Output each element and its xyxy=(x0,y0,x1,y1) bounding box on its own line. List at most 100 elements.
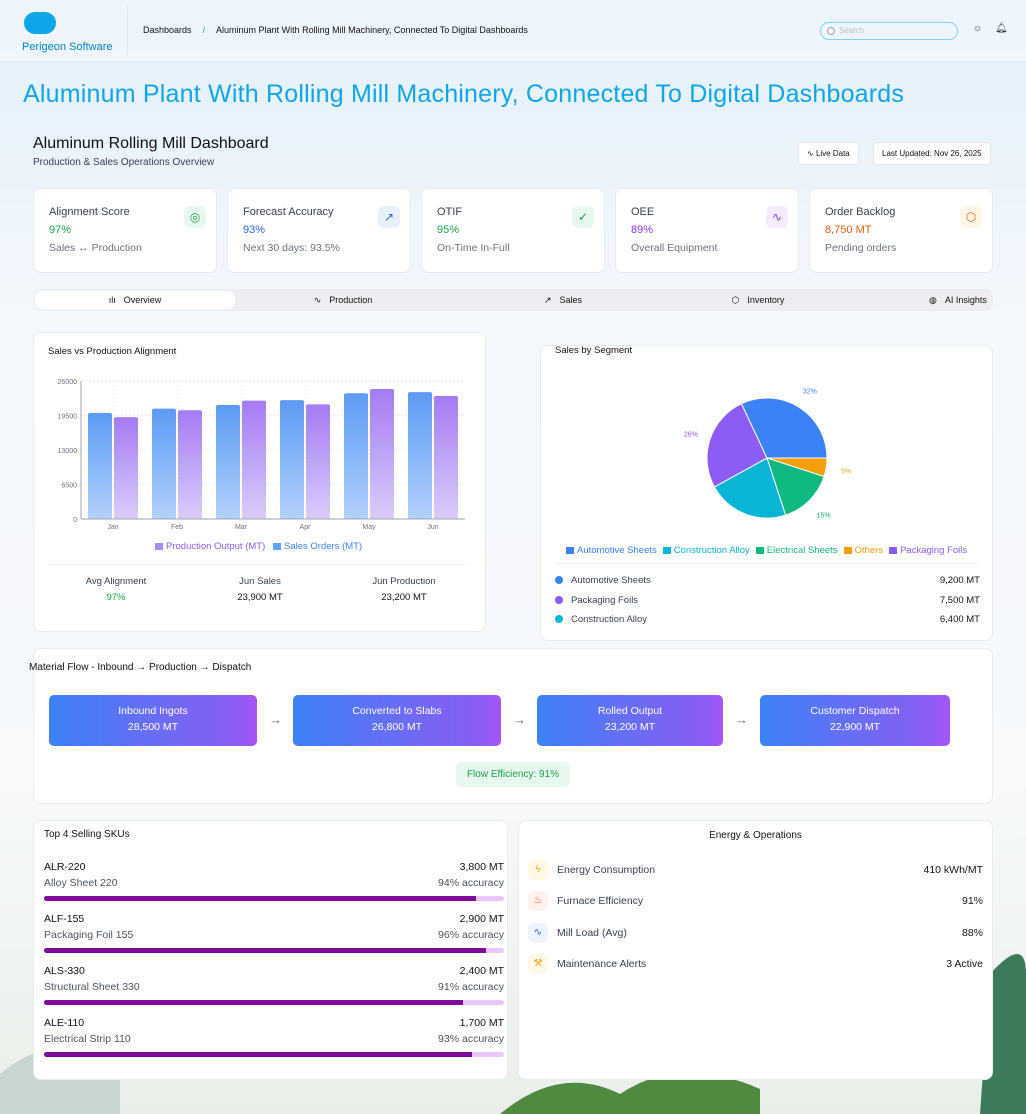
bar-sales xyxy=(152,408,176,519)
kpi-card[interactable]: Forecast Accuracy 93% Next 30 days: 93.5… xyxy=(227,188,411,273)
chart-title: Sales by Segment xyxy=(555,345,633,356)
sku-item: ALE-110 1,700 MT Electrical Strip 110 93% … xyxy=(44,1017,504,1057)
segment-value: 7,500 MT xyxy=(939,594,980,606)
skus-title: Top 4 Selling SKUs xyxy=(44,829,130,840)
pie-legend-item[interactable]: Construction Alloy xyxy=(662,545,750,556)
flow-step-label: Converted to Slabs xyxy=(352,705,442,717)
pie-legend-item[interactable]: Packaging Foils xyxy=(889,545,967,556)
segment-value: 6,400 MT xyxy=(939,614,980,625)
kpi-label: Forecast Accuracy xyxy=(243,206,334,218)
theme-toggle-icon[interactable]: ☼ xyxy=(973,23,983,34)
sku-accuracy: 93% accuracy xyxy=(438,1033,504,1045)
divider xyxy=(555,563,980,564)
breadcrumb-separator: / xyxy=(202,25,206,35)
search-placeholder: Search xyxy=(839,26,865,35)
pie-data-label: 26% xyxy=(684,431,698,438)
bar-fill xyxy=(44,948,486,953)
segment-name: Construction Alloy xyxy=(571,614,648,625)
sku-quantity: 3,800 MT xyxy=(459,861,504,873)
kpi-card[interactable]: OTIF 95% On-Time In-Full ✓ xyxy=(421,188,605,273)
kpi-subtext: Pending orders xyxy=(825,242,897,254)
tab-ai-insights[interactable]: ◍ AI Insights xyxy=(858,291,1026,309)
energy-value: 91% xyxy=(961,895,983,908)
brand-logo[interactable]: Perigeon Software xyxy=(22,8,122,53)
kpi-card[interactable]: Alignment Score 97% Sales ↔ Production ◎ xyxy=(33,188,217,273)
divider xyxy=(127,6,128,56)
kpi-card[interactable]: OEE 89% Overall Equipment ∿ xyxy=(615,188,799,273)
kpi-value: 97% xyxy=(49,224,72,236)
pie-legend-item[interactable]: Electrical Sheets xyxy=(755,545,838,556)
kpi-label: Alignment Score xyxy=(49,206,130,218)
legend-swatch xyxy=(889,546,898,554)
box-icon: ⬡ xyxy=(960,206,982,228)
flow-step-value: 22,900 MT xyxy=(829,721,881,733)
flow-step: Converted to Slabs 26,800 MT xyxy=(293,695,501,746)
stat-label: Avg Alignment xyxy=(85,576,147,587)
bar-sales xyxy=(280,400,304,519)
flow-step: Customer Dispatch 22,900 MT xyxy=(760,695,950,746)
x-tick-label: Feb xyxy=(171,524,183,531)
tab-production[interactable]: ∿ Production xyxy=(243,291,443,309)
pie-legend-item[interactable]: Automotive Sheets xyxy=(566,545,657,556)
legend-swatch xyxy=(273,542,281,550)
legend-swatch xyxy=(843,546,852,554)
pie-legend-item[interactable]: Others xyxy=(843,545,883,556)
pie-slice xyxy=(713,457,787,519)
tab-overview[interactable]: ılı Overview xyxy=(35,291,235,309)
divider xyxy=(48,564,470,565)
search-input[interactable]: Search xyxy=(820,22,958,40)
kpi-value: 95% xyxy=(437,224,460,236)
segment-name: Packaging Foils xyxy=(571,594,639,606)
trending-up-icon: ↗ xyxy=(378,206,400,228)
sku-accuracy: 91% accuracy xyxy=(438,981,504,993)
kpi-value: 89% xyxy=(631,224,654,236)
bar-fill xyxy=(44,1000,463,1005)
legend-label: Automotive Sheets xyxy=(577,545,657,556)
box-icon: ⬡ xyxy=(731,295,740,305)
kpi-label: OEE xyxy=(631,206,655,218)
bar-production xyxy=(242,400,266,519)
tab-sales[interactable]: ↗ Sales xyxy=(463,291,663,309)
live-data-label: Live Data xyxy=(815,149,850,158)
activity-icon: ∿ xyxy=(807,149,814,158)
breadcrumb-dashboards[interactable]: Dashboards xyxy=(143,25,192,35)
y-tick-label: 26000 xyxy=(58,379,78,386)
pie-slice xyxy=(740,397,828,459)
bar-production xyxy=(370,388,394,519)
kpi-subtext: Overall Equipment xyxy=(631,242,718,254)
live-data-button[interactable]: ∿ Live Data xyxy=(798,142,859,165)
pie-data-label: 15% xyxy=(817,513,831,520)
flow-step: Rolled Output 23,200 MT xyxy=(537,695,723,746)
legend-label: Production Output (MT) xyxy=(166,541,266,552)
kpi-subtext: Sales ↔ Production xyxy=(49,242,142,254)
kpi-card[interactable]: Order Backlog 8,750 MT Pending orders ⬡ xyxy=(809,188,993,273)
flow-step-value: 26,800 MT xyxy=(371,721,423,733)
legend-production[interactable]: Production Output (MT) xyxy=(155,541,265,552)
legend-sales[interactable]: Sales Orders (MT) xyxy=(273,541,362,552)
bar-sales xyxy=(344,393,368,519)
sku-name: Electrical Strip 110 xyxy=(44,1033,131,1045)
tab-bar: ılı Overview ∿ Production ↗ Sales ⬡ Inventor… xyxy=(33,289,993,311)
tab-label: Inventory xyxy=(747,295,785,305)
breadcrumb: Dashboards / Aluminum Plant With Rolling M… xyxy=(143,25,528,35)
kpi-subtext: On-Time In-Full xyxy=(437,242,510,254)
trending-up-icon: ↗ xyxy=(543,295,552,305)
top-bar: Perigeon Software Dashboards / Aluminum Pl… xyxy=(0,0,1026,62)
sku-quantity: 2,400 MT xyxy=(459,965,504,977)
flow-step-value: 23,200 MT xyxy=(604,721,656,733)
bell-icon[interactable]: 🔔︎ xyxy=(995,23,1008,34)
kpi-subtext: Next 30 days: 93.5% xyxy=(243,242,340,254)
alignment-stat: Avg Alignment 97% xyxy=(56,576,176,603)
bar-fill xyxy=(44,1052,472,1057)
energy-label: Maintenance Alerts xyxy=(557,957,647,970)
kpi-label: OTIF xyxy=(437,206,463,218)
chart-title: Sales vs Production Alignment xyxy=(48,346,177,357)
tab-inventory[interactable]: ⬡ Inventory xyxy=(658,291,858,309)
sku-accuracy: 94% accuracy xyxy=(438,877,504,889)
brand-name: Perigeon Software xyxy=(22,41,113,53)
breadcrumb-current: Aluminum Plant With Rolling Mill Machine… xyxy=(216,25,528,35)
energy-label: Furnace Efficiency xyxy=(557,895,644,908)
sku-name: Structural Sheet 330 xyxy=(44,981,140,993)
kpi-value: 93% xyxy=(243,224,266,236)
stat-label: Jun Sales xyxy=(239,576,281,587)
